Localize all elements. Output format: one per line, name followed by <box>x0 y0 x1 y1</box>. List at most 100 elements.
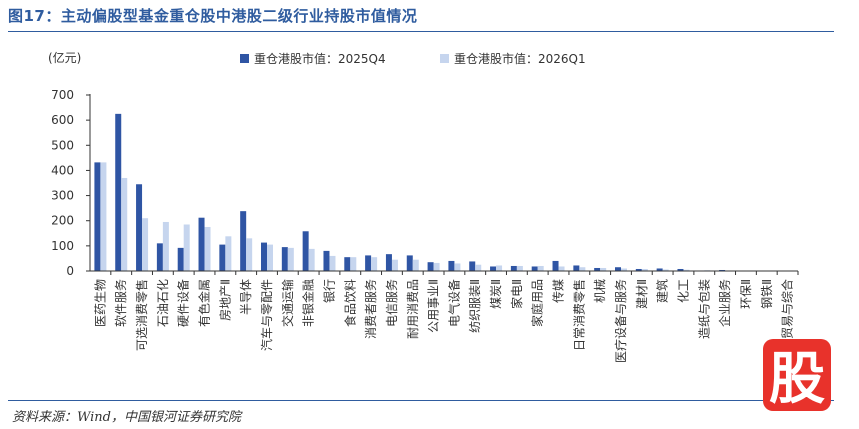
y-tick-label: 500 <box>51 138 74 152</box>
x-tick-label: 环保Ⅱ <box>739 279 753 309</box>
bar-2026q1 <box>121 177 128 271</box>
bar-2026q1 <box>225 236 232 271</box>
legend: 重仓港股市值：2025Q4 重仓港股市值：2026Q1 <box>240 51 586 66</box>
x-tick-label: 耐用消费品 <box>406 279 420 339</box>
bar-2026q1 <box>662 269 669 271</box>
bar-2026q1 <box>537 265 544 271</box>
x-tick-label: 银行 <box>322 279 336 303</box>
y-axis-label: (亿元) <box>48 50 81 65</box>
x-tick-label: 企业服务 <box>717 279 732 327</box>
x-tick-label: 消费者服务 <box>363 279 378 339</box>
bar-2025q4 <box>552 260 559 271</box>
x-axis: 医药生物 软件服务 可选消费零售 石油石化 硬件设备 有色金属 房地产Ⅱ 半导体 汽车与零配件交… <box>90 270 799 363</box>
bar-2026q1 <box>100 162 107 271</box>
bar-2025q4 <box>219 244 226 271</box>
x-tick-label: 汽车与零配件 <box>259 279 274 351</box>
bar-2025q4 <box>136 184 143 271</box>
x-tick-label: 可选消费零售 <box>134 279 149 351</box>
bar-2025q4 <box>510 265 517 271</box>
x-tick-label: 造纸与包装 <box>697 279 711 339</box>
bar-2025q4 <box>365 255 372 271</box>
bar-2025q4 <box>156 243 163 271</box>
y-tick-label: 300 <box>51 189 74 203</box>
bar-2025q4 <box>323 250 330 271</box>
bar-2026q1 <box>246 238 253 271</box>
bar-2026q1 <box>183 224 190 271</box>
y-tick-label: 200 <box>51 214 74 228</box>
bar-2025q4 <box>94 162 101 271</box>
bars <box>94 113 794 271</box>
chart-title: 图17：主动偏股型基金重仓股中港股二级行业持股市值情况 <box>8 7 418 25</box>
x-tick-label: 纺织服装Ⅱ <box>468 279 482 333</box>
x-tick-label: 建材Ⅱ <box>635 279 649 309</box>
bar-2025q4 <box>656 268 663 271</box>
bar-chart: (亿元) 重仓港股市值：2025Q4 重仓港股市值：2026Q1 0 100 200… <box>48 50 799 363</box>
bar-2025q4 <box>719 269 726 271</box>
x-tick-label: 贸易与综合 <box>780 279 795 339</box>
bar-2025q4 <box>302 231 309 271</box>
y-tick-label: 700 <box>51 88 74 102</box>
bar-2026q1 <box>621 268 627 271</box>
x-tick-label: 化工 <box>676 279 690 303</box>
x-tick-label: 机械 <box>592 279 607 303</box>
x-tick-label: 家电Ⅱ <box>509 279 524 309</box>
bar-2026q1 <box>641 268 648 271</box>
bar-2026q1 <box>391 259 398 271</box>
bar-2025q4 <box>198 217 205 271</box>
bar-2025q4 <box>594 267 601 271</box>
x-tick-label: 建筑 <box>655 279 670 303</box>
legend-label-2026q1: 重仓港股市值：2026Q1 <box>454 51 586 66</box>
bar-2026q1 <box>412 259 419 271</box>
bar-2026q1 <box>475 264 482 271</box>
bar-2025q4 <box>615 267 621 271</box>
bar-2025q4 <box>177 247 184 271</box>
bar-2025q4 <box>490 266 497 271</box>
y-tick-label: 400 <box>51 163 74 177</box>
bar-2025q4 <box>573 265 580 271</box>
x-tick-label: 电气设备 <box>446 279 461 327</box>
bar-2025q4 <box>531 266 538 271</box>
source-note: 资料来源：Wind，中国银河证券研究院 <box>12 410 241 425</box>
bar-2026q1 <box>433 262 440 271</box>
bar-2026q1 <box>496 265 503 271</box>
bar-2026q1 <box>329 255 336 271</box>
x-tick-label: 钢铁Ⅱ <box>760 279 774 309</box>
x-tick-label: 非银金融 <box>301 279 316 327</box>
x-tick-label: 硬件设备 <box>177 279 191 327</box>
bar-2025q4 <box>677 268 684 271</box>
bar-2025q4 <box>115 113 122 271</box>
bar-2026q1 <box>600 267 607 271</box>
x-tick-label: 医药生物 <box>93 279 107 327</box>
title-divider <box>8 31 834 32</box>
bar-2026q1 <box>267 244 273 271</box>
bar-2026q1 <box>162 221 169 271</box>
x-tick-label: 电信服务 <box>384 279 399 327</box>
footer-divider <box>8 400 834 401</box>
legend-swatch-2026q1 <box>440 54 449 63</box>
y-tick-label: 0 <box>66 264 74 278</box>
legend-label-2025q4: 重仓港股市值：2025Q4 <box>254 51 386 66</box>
x-tick-label: 交通运输 <box>280 279 295 327</box>
x-tick-label: 传媒 <box>551 279 566 303</box>
bar-2026q1 <box>454 263 461 271</box>
bar-2026q1 <box>142 218 149 271</box>
bar-2025q4 <box>385 254 392 271</box>
x-tick-label: 半导体 <box>239 279 253 315</box>
bar-2026q1 <box>371 257 378 271</box>
x-tick-label: 房地产Ⅱ <box>217 279 232 321</box>
bar-2026q1 <box>516 265 523 271</box>
x-tick-label: 石油石化 <box>156 279 170 327</box>
y-tick-label: 100 <box>51 239 74 253</box>
bar-2025q4 <box>469 261 476 271</box>
bar-2025q4 <box>635 268 642 271</box>
bar-2026q1 <box>350 257 357 271</box>
bar-2026q1 <box>204 227 211 271</box>
x-tick-label: 食品饮料 <box>342 279 357 327</box>
bar-2026q1 <box>308 248 315 271</box>
bar-2025q4 <box>281 247 288 271</box>
bar-2025q4 <box>448 260 455 271</box>
x-tick-label: 煤炭Ⅱ <box>489 279 503 309</box>
x-tick-label: 家庭用品 <box>530 279 545 327</box>
x-tick-label: 公用事业Ⅱ <box>427 279 441 333</box>
bar-2025q4 <box>406 255 413 271</box>
